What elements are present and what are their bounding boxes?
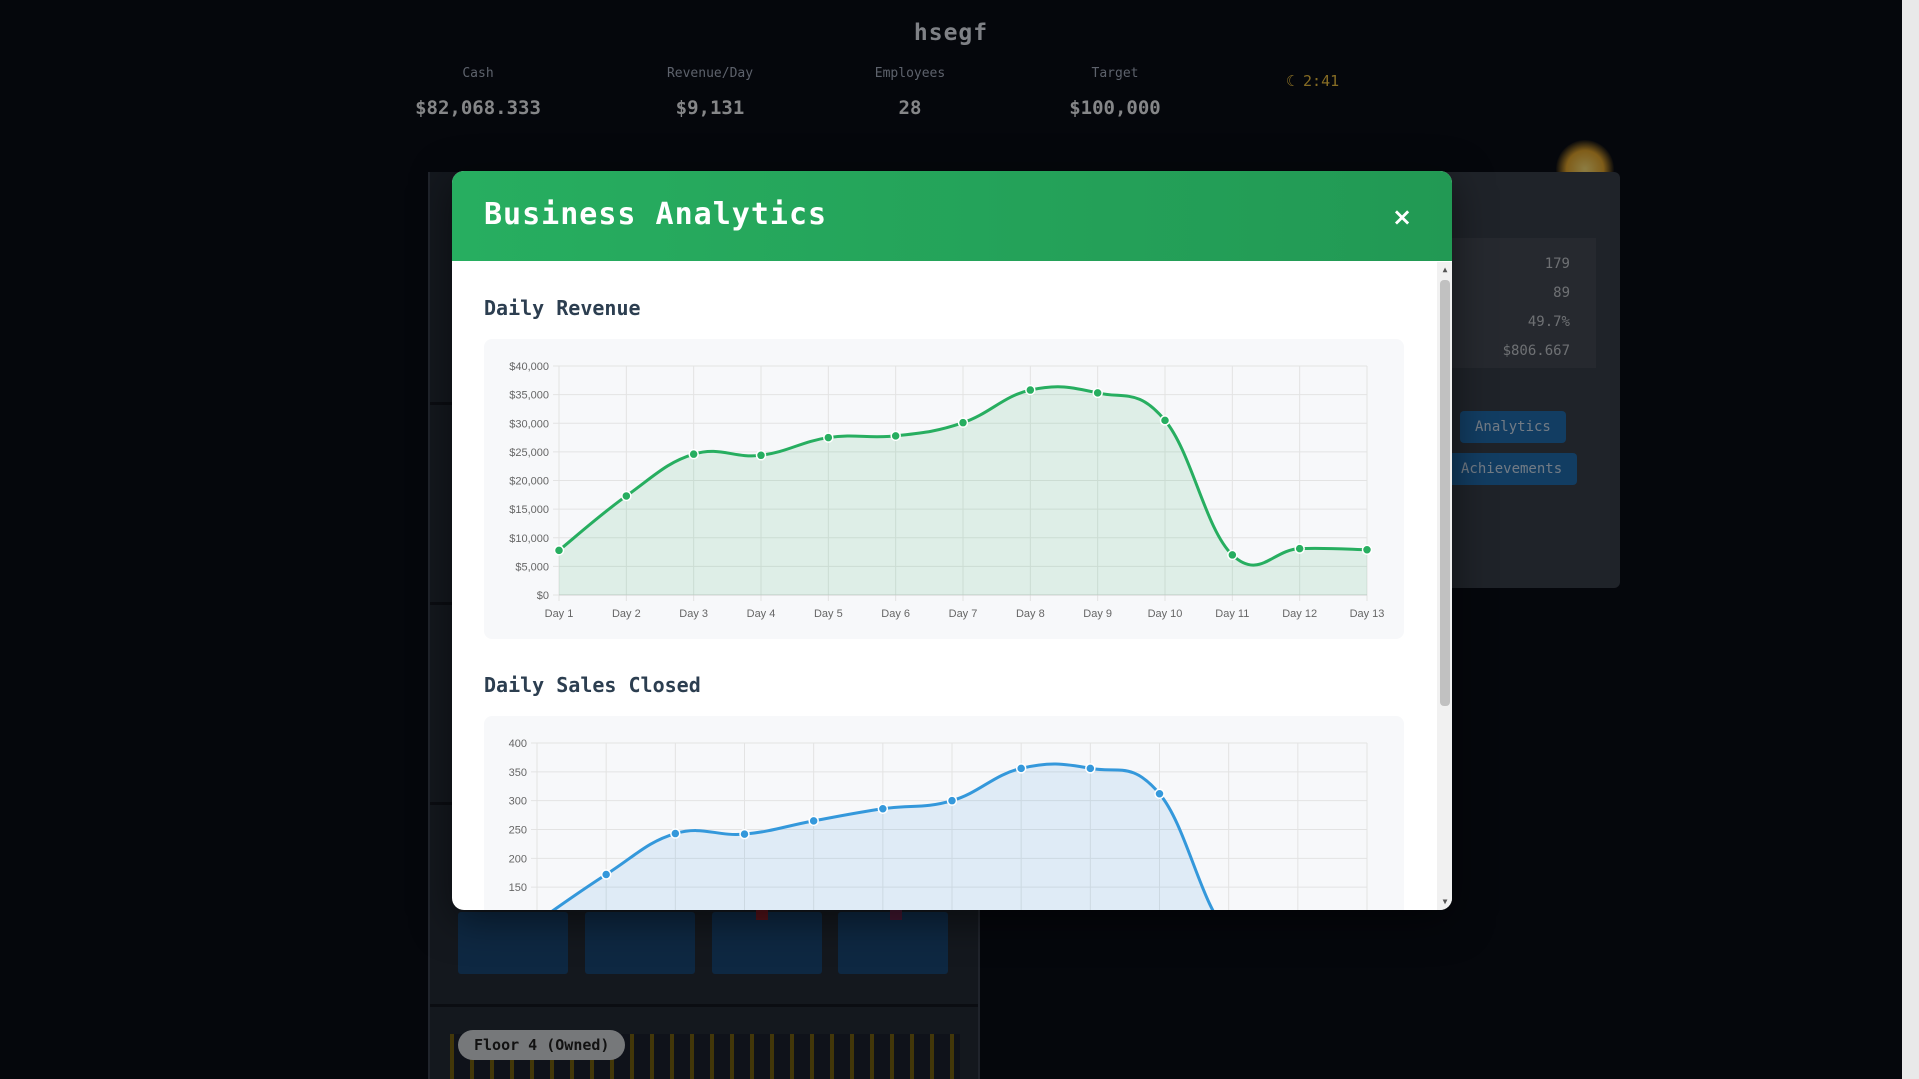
y-tick-label: $0 [537, 590, 549, 602]
achievements-button[interactable]: Achievements [1446, 453, 1578, 485]
x-tick-label: Day 5 [814, 608, 843, 620]
data-point[interactable] [600, 869, 612, 880]
y-tick-label: $15,000 [509, 504, 549, 516]
clock-time: 2:41 [1303, 72, 1340, 90]
data-point[interactable] [739, 828, 750, 840]
moon-icon: ☾ [1286, 72, 1296, 90]
x-tick-label: Day 4 [747, 608, 776, 620]
revenue-chart-title: Daily Revenue [484, 296, 641, 320]
data-point[interactable] [670, 828, 681, 839]
stat-label: Employees [874, 66, 946, 81]
data-point[interactable] [755, 450, 767, 461]
data-point[interactable] [1025, 384, 1036, 396]
floor-label[interactable]: Floor 4 (Owned) [458, 1030, 626, 1060]
x-tick-label: Day 12 [1282, 608, 1317, 620]
y-tick-label: $35,000 [509, 390, 549, 402]
y-tick-label: 250 [509, 825, 527, 837]
x-tick-label: Day 8 [1016, 608, 1045, 620]
data-point[interactable] [1092, 387, 1103, 399]
desk [838, 912, 948, 974]
stat-cash: Cash $82,068.333 [400, 66, 556, 119]
desk [712, 912, 822, 974]
desk [585, 912, 695, 974]
x-tick-label: Day 11 [1215, 608, 1249, 620]
data-point[interactable] [1085, 763, 1096, 774]
data-point[interactable] [1015, 763, 1027, 774]
game-clock: ☾ 2:41 [1286, 72, 1339, 90]
analytics-modal: Business Analytics × Daily Revenue $0 $5,… [452, 171, 1452, 910]
series-area [553, 764, 1213, 910]
series-area [559, 386, 1367, 595]
y-tick-label: $5,000 [515, 561, 549, 573]
data-point[interactable] [1154, 788, 1165, 799]
floor-divider [430, 1004, 978, 1007]
data-point[interactable] [877, 803, 889, 814]
stat-value: $82,068.333 [415, 97, 541, 119]
x-tick-label: Day 3 [679, 608, 708, 620]
y-tick-label: 350 [509, 767, 527, 779]
stat-value: $100,000 [1069, 97, 1161, 119]
side-stat-value: 49.7% [1527, 314, 1570, 330]
y-tick-label: $25,000 [509, 447, 549, 459]
data-point[interactable] [1227, 549, 1238, 561]
y-tick-label: $40,000 [509, 361, 549, 373]
x-tick-label: Day 10 [1148, 608, 1183, 620]
x-tick-label: Day 6 [881, 608, 910, 620]
side-stat-value: 89 [1553, 285, 1570, 301]
stat-value: 28 [898, 97, 922, 119]
data-point[interactable] [823, 432, 834, 443]
data-point[interactable] [553, 545, 565, 556]
stat-value: $9,131 [675, 97, 745, 119]
stat-label: Target [1091, 66, 1139, 81]
analytics-button[interactable]: Analytics [1460, 411, 1566, 443]
modal-title: Business Analytics [484, 197, 828, 232]
side-stat-value: 179 [1544, 256, 1570, 272]
data-point[interactable] [946, 795, 958, 806]
side-stat-value: $806.667 [1502, 343, 1570, 359]
stat-target: Target $100,000 [1045, 66, 1185, 119]
revenue-chart: $0 $5,000 $10,000 $15,000 $20,000 $25,000 $30,… [509, 361, 1385, 620]
close-button[interactable]: × [1384, 199, 1420, 235]
y-tick-label: $20,000 [509, 476, 549, 488]
series-line [551, 762, 1215, 910]
stat-revenue-per-day: Revenue/Day $9,131 [640, 66, 780, 119]
data-point[interactable] [957, 417, 969, 428]
x-tick-label: Day 13 [1350, 608, 1385, 620]
desk [458, 912, 568, 974]
scroll-down-icon[interactable]: ▼ [1442, 897, 1448, 906]
x-tick-label: Day 7 [949, 608, 978, 620]
x-tick-label: Day 2 [612, 608, 641, 620]
scroll-up-icon[interactable]: ▲ [1442, 265, 1448, 274]
y-tick-label: 300 [509, 796, 527, 808]
revenue-chart-card: $0 $5,000 $10,000 $15,000 $20,000 $25,000 $30,… [484, 339, 1404, 639]
modal-header: Business Analytics × [452, 171, 1452, 261]
stat-label: Revenue/Day [666, 66, 754, 81]
data-point[interactable] [1361, 544, 1373, 556]
company-name: hsegf [913, 20, 989, 46]
data-point[interactable] [688, 448, 699, 460]
modal-scrollbar[interactable]: ▲ ▼ [1437, 262, 1452, 910]
y-tick-label: $10,000 [509, 533, 549, 545]
data-point[interactable] [1294, 543, 1305, 554]
stat-employees: Employees 28 [860, 66, 960, 119]
y-tick-label: 200 [509, 853, 527, 865]
sales-chart: 100150200250300350400 [509, 738, 1368, 910]
data-point[interactable] [808, 815, 819, 827]
y-tick-label: 150 [509, 882, 527, 894]
data-point[interactable] [621, 490, 632, 502]
page-scrollbar[interactable] [1902, 0, 1919, 1079]
x-tick-label: Day 1 [545, 608, 574, 620]
y-tick-label: $30,000 [509, 418, 549, 430]
scroll-thumb[interactable] [1440, 280, 1450, 706]
y-tick-label: 400 [509, 738, 527, 750]
stats-panel: 179 89 49.7% $806.667 [1440, 172, 1620, 588]
sales-chart-card: 100150200250300350400 [484, 716, 1404, 910]
x-tick-label: Day 9 [1083, 608, 1112, 620]
stat-label: Cash [462, 66, 494, 81]
modal-body[interactable]: Daily Revenue $0 $5,000 $10,000 $15,000 $20,… [452, 261, 1452, 910]
sales-chart-title: Daily Sales Closed [484, 673, 701, 697]
data-point[interactable] [890, 430, 901, 442]
stats-box [1440, 238, 1596, 368]
data-point[interactable] [1159, 415, 1171, 426]
